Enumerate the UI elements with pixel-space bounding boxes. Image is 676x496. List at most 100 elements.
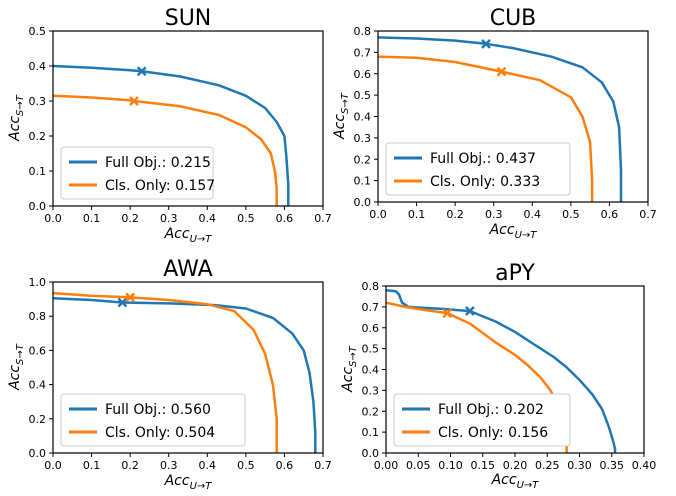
series-marker-1 bbox=[129, 96, 139, 106]
subplot-title: CUB bbox=[490, 6, 537, 31]
x-tick-label: 0.30 bbox=[567, 459, 592, 472]
y-tick-label: 0.6 bbox=[354, 68, 372, 81]
y-tick-label: 0.4 bbox=[29, 60, 47, 73]
series-line-1 bbox=[377, 55, 594, 202]
x-tick-label: 0.3 bbox=[160, 459, 178, 472]
series-marker-0 bbox=[117, 297, 128, 308]
y-axis-label-sub: S→T bbox=[340, 92, 351, 114]
x-axis-label-main: Acc bbox=[491, 472, 517, 488]
series-line-1 bbox=[52, 291, 278, 453]
x-tick-label: 0.5 bbox=[237, 212, 255, 225]
x-axis-label-sub: U→T bbox=[515, 230, 538, 241]
y-tick-label: 0.4 bbox=[362, 364, 380, 377]
y-tick-label: 0.5 bbox=[29, 25, 47, 38]
x-tick-label: 0.40 bbox=[632, 459, 657, 472]
x-tick-labels: 0.00 0.05 0.10 0.15 0.20 0.25 0.30 0.35 0.40 bbox=[374, 453, 657, 472]
x-tick-label: 0.1 bbox=[83, 459, 101, 472]
x-axis-label-main: Acc bbox=[164, 226, 190, 242]
series-layer bbox=[52, 64, 290, 206]
y-axis-label: AccS→T bbox=[7, 343, 26, 391]
x-tick-label: 0.00 bbox=[374, 459, 399, 472]
legend-label-0: Full Obj.: 0.215 bbox=[105, 155, 211, 171]
y-tick-label: 0.7 bbox=[362, 301, 380, 314]
x-tick-label: 0.6 bbox=[276, 212, 294, 225]
x-tick-label: 0.05 bbox=[406, 459, 431, 472]
y-tick-label: 0.4 bbox=[354, 111, 372, 124]
series-marker-0 bbox=[464, 306, 475, 316]
series-layer bbox=[377, 36, 623, 202]
y-tick-label: 0.8 bbox=[29, 310, 47, 323]
x-axis-label: AccU→T bbox=[491, 472, 540, 491]
x-tick-label: 0.35 bbox=[600, 459, 625, 472]
y-tick-label: 0.2 bbox=[354, 153, 372, 166]
y-tick-label: 0.6 bbox=[362, 322, 380, 335]
y-tick-label: 0.7 bbox=[354, 46, 372, 59]
x-tick-label: 0.5 bbox=[562, 208, 580, 221]
series-marker-1 bbox=[442, 308, 453, 319]
series-line-0 bbox=[52, 64, 290, 206]
x-axis-label-main: Acc bbox=[164, 473, 190, 489]
series-line-0 bbox=[385, 288, 617, 453]
legend-label-0: Full Obj.: 0.560 bbox=[105, 402, 211, 418]
series-line-0 bbox=[377, 36, 623, 202]
series-layer bbox=[52, 291, 317, 453]
x-tick-label: 0.10 bbox=[438, 459, 463, 472]
legend-label-0: Full Obj.: 0.202 bbox=[438, 402, 544, 418]
x-tick-label: 0.15 bbox=[471, 459, 496, 472]
y-tick-label: 0.3 bbox=[354, 132, 372, 145]
x-tick-label: 0.5 bbox=[237, 459, 255, 472]
y-axis-label-sub: S→T bbox=[348, 345, 359, 367]
y-tick-label: 0.8 bbox=[354, 25, 372, 38]
y-tick-label: 0.1 bbox=[354, 175, 372, 188]
y-axis-label-sub: S→T bbox=[15, 94, 26, 116]
axes-frame bbox=[52, 30, 324, 207]
y-tick-label: 0.1 bbox=[29, 165, 47, 178]
x-tick-label: 0.4 bbox=[199, 212, 217, 225]
legend-box bbox=[393, 393, 571, 447]
x-tick-label: 0.25 bbox=[535, 459, 560, 472]
x-tick-labels: 0.0 0.1 0.2 0.3 0.4 0.5 0.6 0.7 bbox=[369, 202, 657, 221]
y-tick-label: 0.0 bbox=[362, 447, 380, 460]
x-axis-label: AccU→T bbox=[489, 222, 538, 241]
y-axis-label: AccS→T bbox=[340, 345, 359, 393]
y-tick-label: 0.5 bbox=[354, 89, 372, 102]
x-axis-label: AccU→T bbox=[164, 226, 213, 245]
legend-label-1: Cls. Only: 0.156 bbox=[438, 425, 548, 441]
x-tick-label: 0.0 bbox=[369, 208, 387, 221]
x-tick-label: 0.20 bbox=[503, 459, 528, 472]
y-tick-labels: 0.0 0.1 0.2 0.3 0.4 0.5 bbox=[29, 25, 53, 213]
y-tick-label: 0.3 bbox=[362, 384, 380, 397]
y-tick-labels: 0.0 0.1 0.2 0.3 0.4 0.5 0.6 0.7 0.8 bbox=[362, 280, 386, 460]
y-axis-label: AccS→T bbox=[7, 94, 26, 142]
x-tick-label: 0.4 bbox=[524, 208, 542, 221]
x-tick-label: 0.1 bbox=[83, 212, 101, 225]
y-tick-label: 0.2 bbox=[362, 405, 380, 418]
x-axis-label-sub: U→T bbox=[517, 480, 540, 491]
y-tick-label: 0.1 bbox=[362, 426, 380, 439]
legend: Full Obj.: 0.215 Cls. Only: 0.157 bbox=[60, 146, 215, 200]
x-tick-label: 0.1 bbox=[408, 208, 426, 221]
x-tick-label: 0.3 bbox=[160, 212, 178, 225]
series-marker-1 bbox=[125, 292, 136, 303]
y-tick-label: 0.0 bbox=[29, 447, 47, 460]
y-tick-label: 0.8 bbox=[362, 280, 380, 293]
legend-label-0: Full Obj.: 0.437 bbox=[430, 151, 536, 167]
y-tick-labels: 0.0 0.1 0.2 0.3 0.4 0.5 0.6 0.7 0.8 bbox=[354, 25, 378, 209]
x-axis-label-main: Acc bbox=[489, 222, 515, 238]
x-tick-labels: 0.0 0.1 0.2 0.3 0.4 0.5 0.6 0.7 bbox=[44, 206, 332, 225]
y-tick-label: 0.2 bbox=[29, 413, 47, 426]
legend-label-1: Cls. Only: 0.157 bbox=[105, 178, 215, 194]
subplot-sun: SUN 0.0 0.1 0.2 0.3 0.4 0.5 0.6 0.7 0.00.10.20.… bbox=[7, 6, 332, 245]
y-tick-label: 0.4 bbox=[29, 379, 47, 392]
x-tick-labels: 0.0 0.1 0.2 0.3 0.4 0.5 0.6 0.7 bbox=[44, 453, 332, 472]
legend-box bbox=[385, 142, 571, 196]
y-axis-label: AccS→T bbox=[332, 92, 351, 140]
y-tick-label: 0.2 bbox=[29, 130, 47, 143]
subplot-apy: aPY 0.00 0.05 0.10 0.15 0.20 0.25 0.30 0.35 0.40… bbox=[340, 261, 656, 491]
legend: Full Obj.: 0.437 Cls. Only: 0.333 bbox=[385, 142, 571, 196]
legend-box bbox=[60, 146, 214, 200]
legend: Full Obj.: 0.560 Cls. Only: 0.504 bbox=[60, 393, 246, 447]
y-axis-label-main: Acc bbox=[340, 367, 356, 393]
x-axis-label: AccU→T bbox=[164, 473, 213, 492]
